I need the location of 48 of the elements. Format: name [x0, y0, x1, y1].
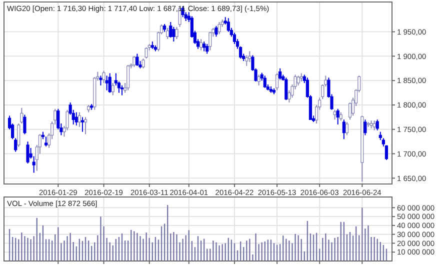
candlestick [296, 75, 300, 86]
candlestick [372, 120, 376, 131]
candlestick [166, 27, 170, 40]
candlestick [175, 26, 178, 40]
candlestick [342, 119, 346, 140]
candlestick [78, 112, 81, 128]
candlestick [84, 116, 88, 135]
candlestick [172, 26, 176, 42]
candlestick [136, 53, 139, 66]
candlestick [208, 31, 212, 51]
candlestick [345, 122, 349, 136]
candlestick [257, 74, 260, 86]
candlestick [108, 72, 112, 94]
candlestick [206, 43, 209, 54]
candlestick [284, 77, 288, 101]
candlestick [26, 141, 30, 164]
candlestick [99, 75, 102, 86]
candlestick [17, 122, 20, 148]
candlestick [214, 25, 218, 38]
candlestick [44, 136, 48, 147]
candlestick [105, 75, 108, 91]
candlestick [226, 18, 230, 32]
candlestick [32, 156, 36, 174]
candlestick [199, 38, 203, 51]
candlestick [23, 114, 26, 135]
candlestick [376, 119, 379, 131]
candlestick [126, 64, 130, 91]
candlestick [142, 58, 145, 69]
candlestick [336, 108, 340, 125]
candlestick [248, 50, 252, 63]
candlestick [333, 109, 336, 120]
candlestick [74, 112, 78, 126]
candlestick [14, 138, 18, 152]
candlestick [364, 119, 367, 136]
candlestick [169, 22, 172, 38]
candlestick [102, 70, 106, 84]
candlestick [132, 56, 136, 68]
candlestick [278, 68, 282, 80]
candlestick [111, 82, 114, 96]
candlestick [275, 72, 279, 91]
candlestick [245, 54, 248, 66]
candlestick [202, 41, 206, 52]
candlestick [218, 22, 221, 35]
candlestick [144, 46, 148, 60]
candlestick [80, 116, 84, 132]
candlestick [263, 75, 266, 88]
candlestick [20, 107, 24, 124]
candlestick [120, 84, 124, 96]
